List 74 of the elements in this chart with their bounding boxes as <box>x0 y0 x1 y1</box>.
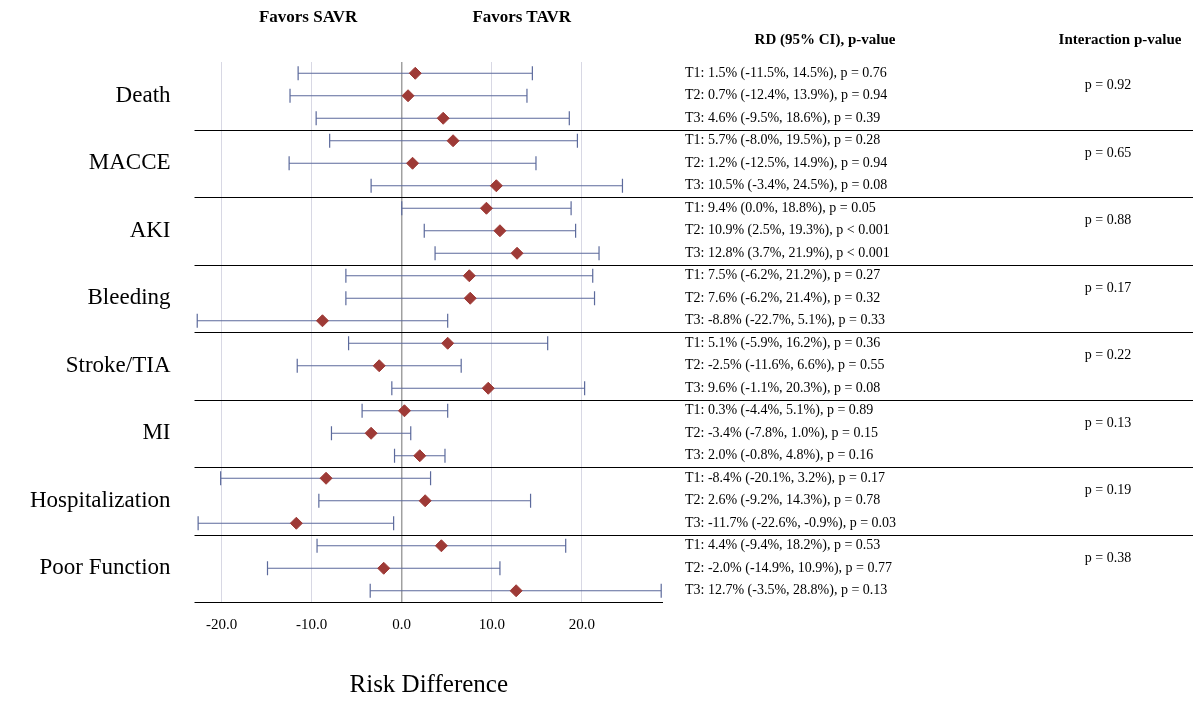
y-tick-label: MACCE <box>88 149 171 175</box>
point <box>413 449 427 463</box>
text: T1: 5.7% (-8.0%, 19.5%), p = 0.28 <box>685 132 881 149</box>
text: T1: 4.4% (-9.4%, 18.2%), p = 0.53 <box>685 537 881 554</box>
text: p = 0.13 <box>1084 414 1132 430</box>
text: p = 0.22 <box>1084 347 1132 363</box>
point <box>418 494 432 508</box>
y-tick-label: Death <box>115 81 172 107</box>
text: T1: 0.3% (-4.4%, 5.1%), p = 0.89 <box>685 402 874 419</box>
point <box>479 201 493 215</box>
text: T2: 10.9% (2.5%, 19.3%), p < 0.001 <box>685 222 890 239</box>
text: p = 0.92 <box>1084 77 1132 93</box>
point <box>364 426 378 440</box>
y-tick-label: AKI <box>129 216 171 242</box>
x-tick-label: 10.0 <box>478 615 505 632</box>
text: T2: 1.2% (-12.5%, 14.9%), p = 0.94 <box>685 154 888 171</box>
point <box>436 111 450 125</box>
text: T1: 5.1% (-5.9%, 16.2%), p = 0.36 <box>685 334 881 351</box>
text: T3: 4.6% (-9.5%, 18.6%), p = 0.39 <box>685 109 881 126</box>
text: RD (95% CI), p-value <box>754 30 896 48</box>
text: T2: -2.0% (-14.9%, 10.9%), p = 0.77 <box>685 559 892 576</box>
point <box>406 156 420 170</box>
x-tick-label: 20.0 <box>568 615 596 632</box>
point <box>315 314 329 328</box>
point <box>377 561 391 575</box>
text: T1: 7.5% (-6.2%, 21.2%), p = 0.27 <box>685 267 881 284</box>
point <box>509 584 523 598</box>
point <box>462 269 476 283</box>
point <box>493 224 507 238</box>
text: T2: 0.7% (-12.4%, 13.9%), p = 0.94 <box>685 87 888 104</box>
x-tick-label: 0.0 <box>392 615 412 632</box>
text: T3: 9.6% (-1.1%, 20.3%), p = 0.08 <box>685 379 881 396</box>
text: p = 0.17 <box>1084 279 1132 295</box>
text: T2: 7.6% (-6.2%, 21.4%), p = 0.32 <box>685 289 881 306</box>
x-tick-label: -20.0 <box>205 615 238 632</box>
text: T3: 2.0% (-0.8%, 4.8%), p = 0.16 <box>685 447 874 464</box>
text: Interaction p-value <box>1058 30 1182 47</box>
point <box>510 246 524 260</box>
text: T2: -2.5% (-11.6%, 6.6%), p = 0.55 <box>685 357 885 374</box>
text: T2: 2.6% (-9.2%, 14.3%), p = 0.78 <box>685 492 881 509</box>
point <box>434 539 448 553</box>
text: T3: -11.7% (-22.6%, -0.9%), p = 0.03 <box>685 514 897 531</box>
point <box>441 336 455 350</box>
text: Favors SAVR <box>258 7 359 27</box>
point <box>289 516 303 530</box>
y-tick-label: Hospitalization <box>30 486 172 512</box>
point <box>397 404 411 418</box>
point <box>401 89 415 103</box>
text: T3: 12.8% (3.7%, 21.9%), p < 0.001 <box>685 244 890 261</box>
text: T1: 1.5% (-11.5%, 14.5%), p = 0.76 <box>685 64 887 81</box>
text: p = 0.88 <box>1084 212 1132 228</box>
point <box>372 359 386 373</box>
y-tick-label: MI <box>142 419 171 445</box>
x-axis-title: Risk Difference <box>349 669 509 697</box>
point <box>446 134 460 148</box>
point <box>463 291 477 305</box>
point <box>408 66 422 80</box>
y-tick-label: Poor Function <box>39 554 172 580</box>
text: T3: 10.5% (-3.4%, 24.5%), p = 0.08 <box>685 177 888 194</box>
text: T1: 9.4% (0.0%, 18.8%), p = 0.05 <box>685 199 876 216</box>
text: p = 0.38 <box>1084 549 1132 565</box>
y-tick-label: Stroke/TIA <box>65 351 171 377</box>
text: Favors TAVR <box>472 7 572 27</box>
point <box>319 471 333 485</box>
text: T1: -8.4% (-20.1%, 3.2%), p = 0.17 <box>685 469 885 486</box>
y-tick-label: Bleeding <box>87 284 172 310</box>
point <box>481 381 495 395</box>
text: T3: -8.8% (-22.7%, 5.1%), p = 0.33 <box>685 312 885 329</box>
text: p = 0.19 <box>1084 482 1132 498</box>
text: T2: -3.4% (-7.8%, 1.0%), p = 0.15 <box>685 424 878 441</box>
text: p = 0.65 <box>1084 144 1132 160</box>
text: T3: 12.7% (-3.5%, 28.8%), p = 0.13 <box>685 582 888 599</box>
point <box>489 179 503 193</box>
x-tick-label: -10.0 <box>296 615 328 632</box>
